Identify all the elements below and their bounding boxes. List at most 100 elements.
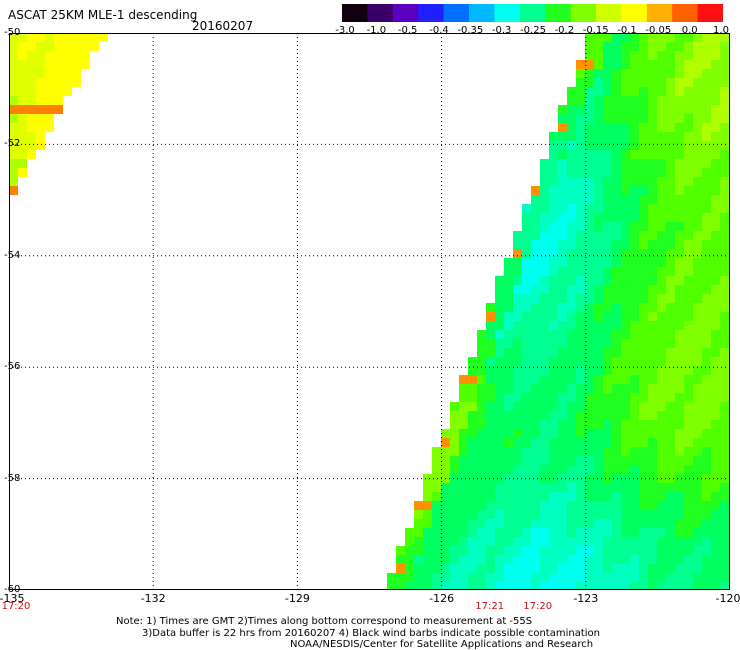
swath-cell <box>666 519 675 528</box>
swath-cell <box>684 510 693 519</box>
swath-cell <box>630 546 639 555</box>
swath-cell <box>675 420 684 429</box>
swath-cell <box>81 42 90 51</box>
swath-cell <box>657 357 666 366</box>
swath-cell <box>666 60 675 69</box>
swath-cell <box>693 231 702 240</box>
swath-cell <box>630 51 639 60</box>
map-date: 20160207 <box>192 19 254 33</box>
swath-cell <box>549 240 558 249</box>
swath-cell <box>603 51 612 60</box>
swath-cell <box>684 519 693 528</box>
swath-cell <box>666 573 675 582</box>
swath-cell <box>594 402 603 411</box>
swath-cell <box>630 402 639 411</box>
swath-cell <box>675 429 684 438</box>
swath-cell <box>711 159 720 168</box>
swath-cell <box>540 168 549 177</box>
swath-cell <box>603 96 612 105</box>
swath-cell <box>423 546 432 555</box>
swath-cell <box>513 339 522 348</box>
swath-cell <box>468 528 477 537</box>
swath-cell <box>594 258 603 267</box>
swath-cell <box>684 483 693 492</box>
swath-cell <box>639 150 648 159</box>
swath-cell <box>621 141 630 150</box>
swath-cell <box>720 582 729 590</box>
swath-cell <box>423 483 432 492</box>
swath-cell <box>45 51 54 60</box>
swath-cell <box>621 528 630 537</box>
swath-cell <box>441 429 450 438</box>
swath-cell <box>693 519 702 528</box>
swath-cell <box>468 438 477 447</box>
swath-cell <box>630 33 639 42</box>
swath-cell <box>594 456 603 465</box>
swath-cell <box>621 69 630 78</box>
swath-cell <box>441 492 450 501</box>
swath-cell <box>711 258 720 267</box>
swath-cell <box>549 321 558 330</box>
swath-cell <box>648 87 657 96</box>
swath-cell <box>720 411 729 420</box>
swath-cell <box>72 51 81 60</box>
swath-cell <box>639 42 648 51</box>
swath-cell <box>666 105 675 114</box>
swath-cell <box>612 150 621 159</box>
swath-cell <box>459 438 468 447</box>
swath-cell <box>567 141 576 150</box>
swath-cell <box>648 339 657 348</box>
colorbar-swatch <box>672 4 699 22</box>
swath-cell <box>513 249 522 258</box>
swath-cell <box>711 276 720 285</box>
swath-cell <box>720 465 729 474</box>
swath-cell <box>603 321 612 330</box>
swath-cell <box>684 582 693 590</box>
swath-cell <box>513 402 522 411</box>
swath-cell <box>675 60 684 69</box>
swath-cell <box>576 249 585 258</box>
swath-cell <box>675 528 684 537</box>
swath-cell <box>576 411 585 420</box>
swath-cell <box>693 51 702 60</box>
swath-cell <box>720 501 729 510</box>
swath-cell <box>648 78 657 87</box>
swath-cell <box>612 582 621 590</box>
swath-cell <box>486 492 495 501</box>
swath-cell <box>612 339 621 348</box>
swath-cell <box>648 357 657 366</box>
swath-cell <box>468 546 477 555</box>
swath-cell <box>720 375 729 384</box>
swath-cell <box>711 339 720 348</box>
swath-cell <box>45 105 54 114</box>
swath-cell <box>558 294 567 303</box>
swath-cell <box>549 402 558 411</box>
swath-cell <box>468 501 477 510</box>
swath-cell <box>486 303 495 312</box>
swath-cell <box>612 375 621 384</box>
swath-cell <box>711 51 720 60</box>
swath-cell <box>18 42 27 51</box>
swath-cell <box>648 456 657 465</box>
swath-cell <box>684 42 693 51</box>
swath-cell <box>675 177 684 186</box>
swath-cell <box>612 303 621 312</box>
swath-cell <box>432 510 441 519</box>
swath-cell <box>702 501 711 510</box>
colorbar-tick-label: -0.2 <box>554 25 575 36</box>
swath-cell <box>513 411 522 420</box>
swath-cell <box>504 456 513 465</box>
swath-cell <box>693 177 702 186</box>
swath-cell <box>675 96 684 105</box>
swath-cell <box>540 492 549 501</box>
swath-cell <box>684 150 693 159</box>
swath-cell <box>603 240 612 249</box>
swath-cell <box>522 375 531 384</box>
swath-cell <box>549 483 558 492</box>
swath-cell <box>720 186 729 195</box>
swath-cell <box>531 492 540 501</box>
swath-cell <box>468 447 477 456</box>
swath-cell <box>36 42 45 51</box>
swath-cell <box>531 357 540 366</box>
swath-cell <box>639 483 648 492</box>
